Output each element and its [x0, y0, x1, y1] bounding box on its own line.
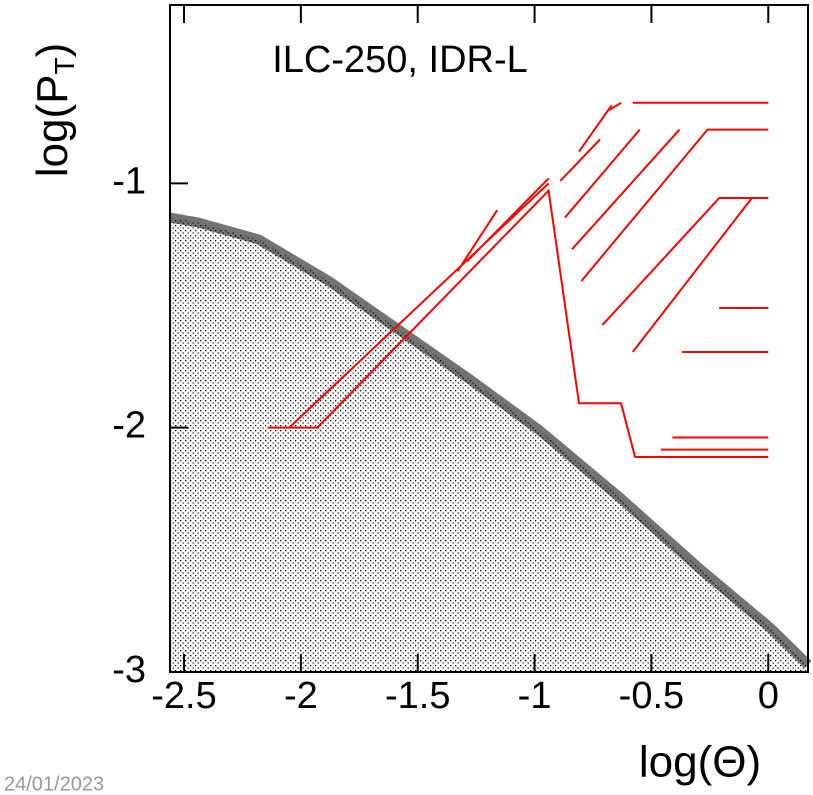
- x-tick-label: -1: [518, 675, 552, 717]
- y-tick-label: -1: [112, 160, 146, 202]
- scatter-cloud: [170, 217, 808, 673]
- x-tick-label: 0: [758, 675, 779, 717]
- footer-date: 24/01/2023: [4, 773, 104, 795]
- y-label-part: ): [28, 43, 77, 58]
- x-tick-label: -0.5: [619, 675, 684, 717]
- plot-frame: [169, 4, 809, 673]
- red-line: [268, 101, 769, 458]
- y-tick-label: -2: [112, 405, 146, 447]
- annotation: ILC-250, IDR-L: [272, 39, 528, 81]
- y-axis-label: log(PT): [28, 43, 81, 177]
- y-label-subscript: T: [49, 57, 80, 74]
- x-tick-label: -1.5: [385, 675, 450, 717]
- x-tick-label: -2.5: [151, 675, 216, 717]
- scatter-dense-edge: [169, 212, 812, 669]
- x-tick-label: -2: [284, 675, 318, 717]
- y-tick-label: -3: [112, 649, 146, 691]
- x-axis-label: log(Θ): [639, 738, 761, 787]
- y-label-part: log(P: [28, 75, 77, 178]
